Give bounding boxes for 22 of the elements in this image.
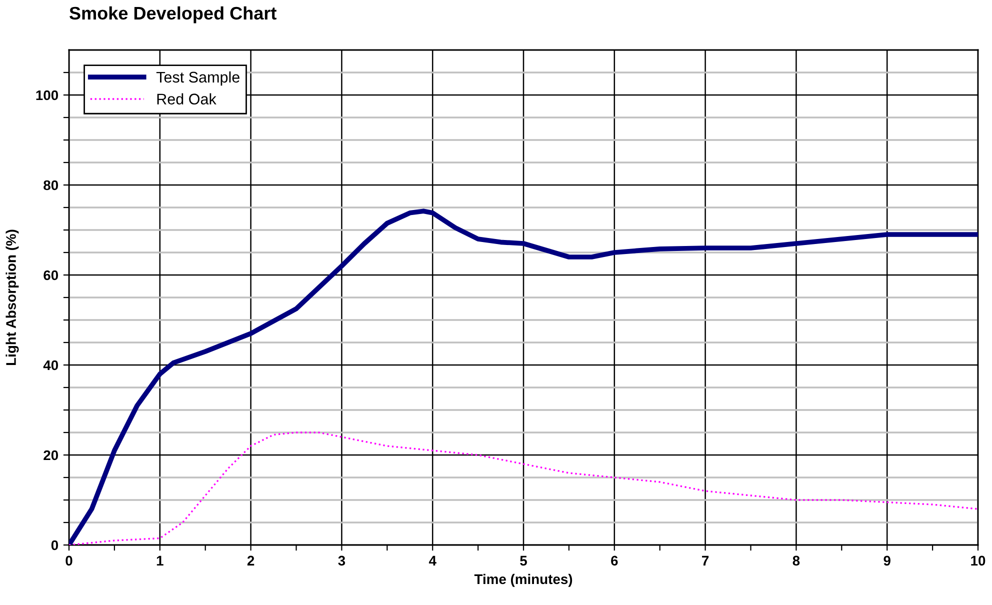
chart-title: Smoke Developed Chart — [70, 6, 276, 24]
x-tick-label: 10 — [971, 556, 986, 566]
x-tick-label: 1 — [156, 556, 164, 566]
y-tick-label: 100 — [36, 90, 58, 100]
y-tick-label: 40 — [43, 360, 58, 370]
x-tick-label: 8 — [792, 556, 800, 566]
x-tick-label: 6 — [611, 556, 618, 566]
x-tick-label: 3 — [338, 556, 346, 566]
x-tick-label: 2 — [247, 556, 254, 566]
y-tick-label: 60 — [44, 270, 58, 280]
y-tick-label: 80 — [44, 180, 58, 190]
x-tick-label: 7 — [702, 556, 709, 566]
y-tick-label: 0 — [51, 540, 58, 550]
x-tick-label: 5 — [520, 556, 527, 566]
x-tick-label: 9 — [884, 556, 890, 566]
legend-label: Red Oak — [157, 93, 216, 104]
legend-label: Test Sample — [156, 71, 240, 86]
x-tick-label: 0 — [66, 556, 72, 566]
x-axis-title: Time (minutes) — [474, 574, 572, 587]
x-tick-label: 4 — [428, 556, 436, 566]
y-axis-title: Light Absorption (%) — [6, 230, 19, 365]
y-tick-label: 20 — [44, 450, 58, 460]
